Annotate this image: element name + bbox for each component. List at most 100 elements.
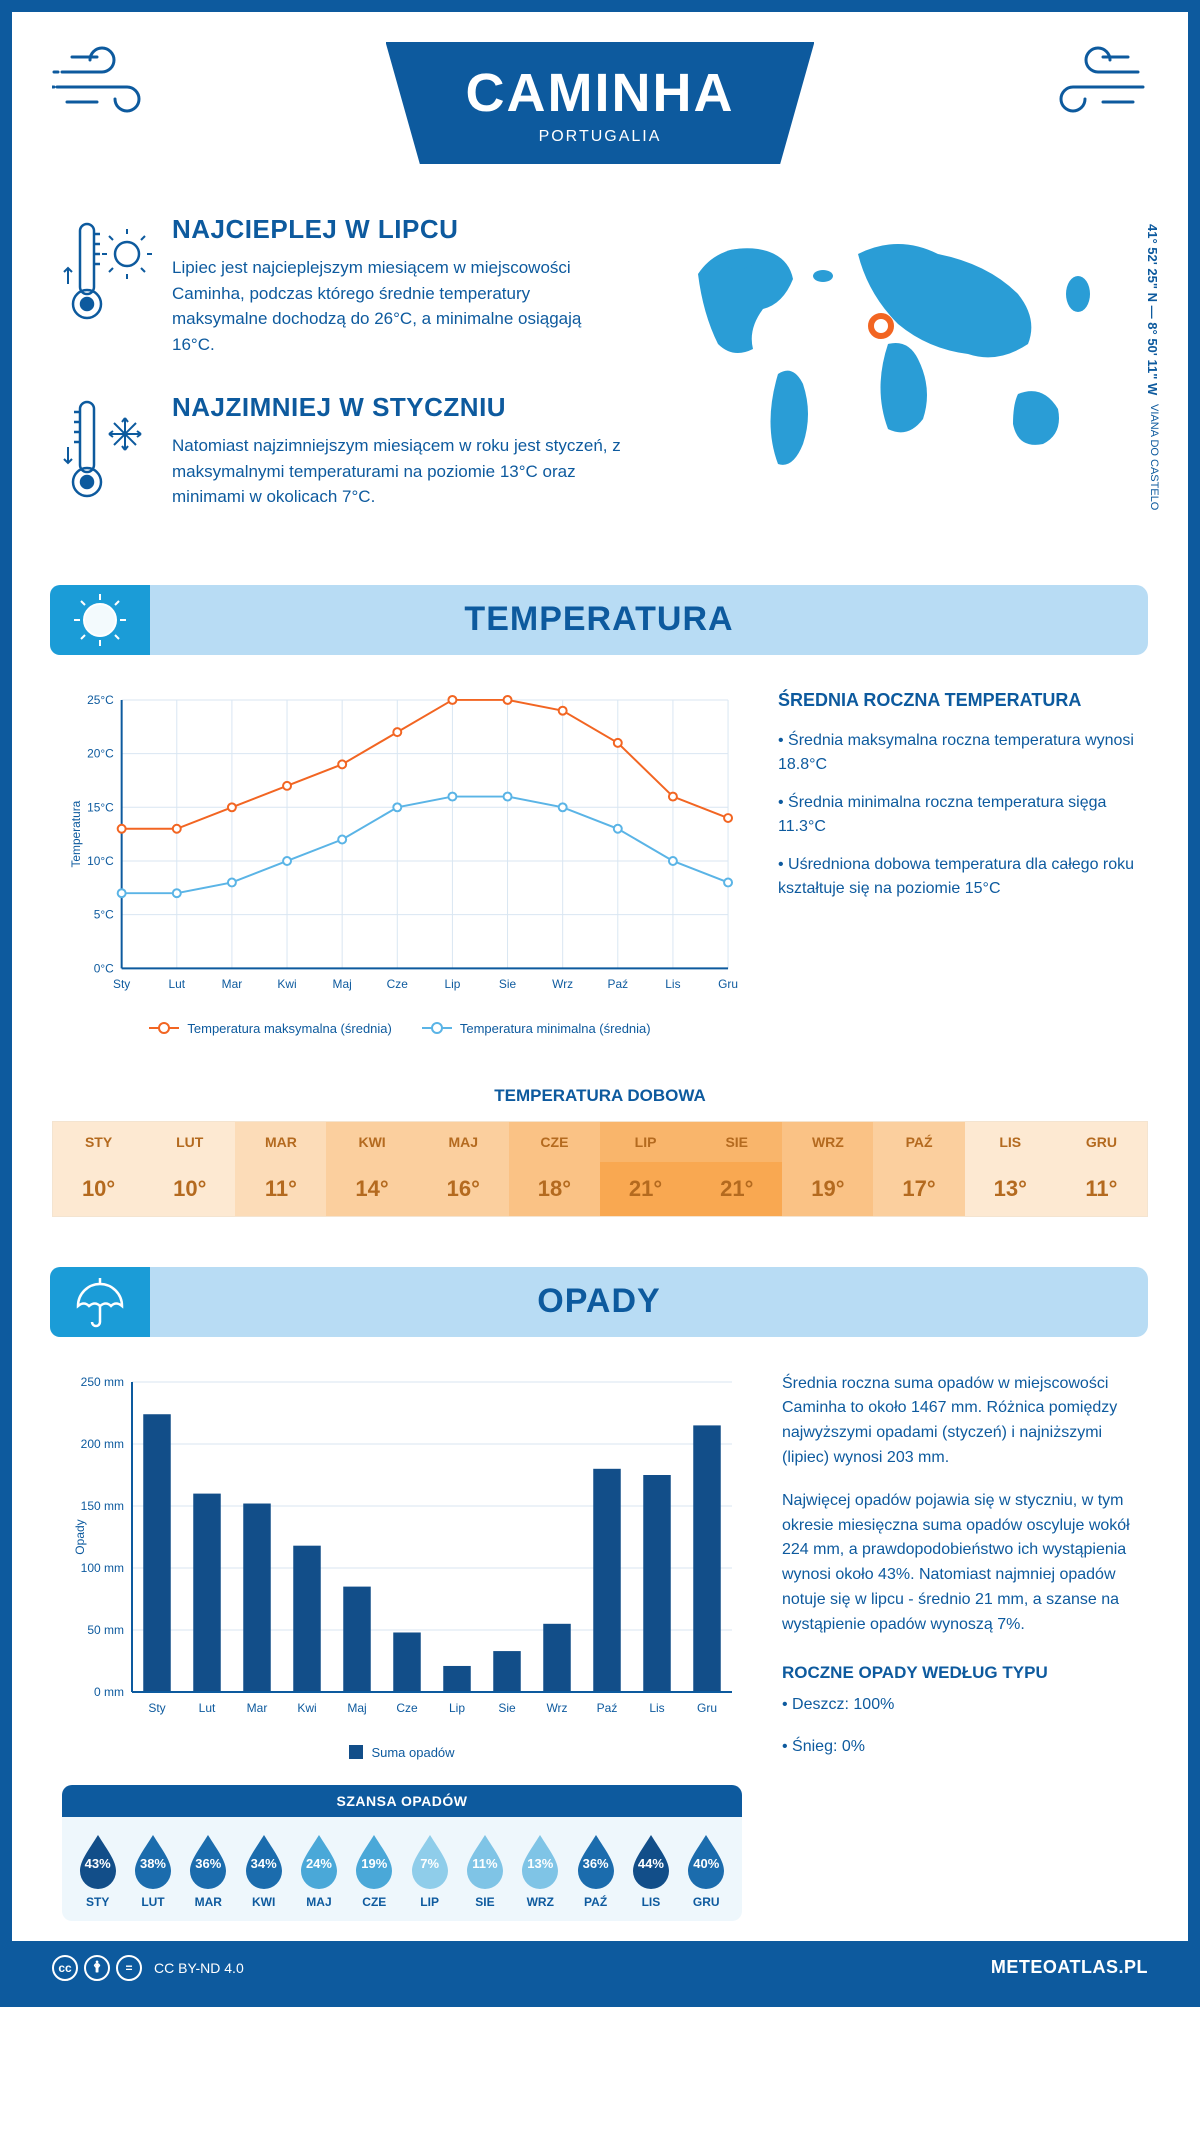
daily-temp-table: STYLUTMARKWIMAJCZELIPSIEWRZPAŹLISGRU10°1… <box>52 1121 1148 1217</box>
temp-info-point: • Średnia maksymalna roczna temperatura … <box>778 729 1138 777</box>
daily-temp-value: 19° <box>782 1162 873 1216</box>
daily-month-header: PAŹ <box>873 1122 964 1162</box>
precipitation-title: OPADY <box>50 1282 1148 1321</box>
daily-month-header: LIS <box>965 1122 1056 1162</box>
chance-title: SZANSA OPADÓW <box>62 1785 742 1817</box>
daily-month-header: MAJ <box>418 1122 509 1162</box>
chance-month: LIP <box>406 1895 454 1909</box>
svg-text:Cze: Cze <box>387 977 409 991</box>
svg-text:Opady: Opady <box>73 1519 87 1554</box>
temp-info-point: • Średnia minimalna roczna temperatura s… <box>778 791 1138 839</box>
temperature-section-header: TEMPERATURA <box>52 585 1148 655</box>
svg-text:Lut: Lut <box>168 977 185 991</box>
svg-text:20°C: 20°C <box>87 746 114 760</box>
daily-month-header: GRU <box>1056 1122 1147 1162</box>
svg-text:Lut: Lut <box>199 1701 216 1715</box>
region-name: VIANA DO CASTELO <box>1148 404 1160 510</box>
chance-month: GRU <box>682 1895 730 1909</box>
thermometer-sun-icon <box>62 214 152 357</box>
svg-text:Gru: Gru <box>718 977 738 991</box>
world-map <box>658 214 1138 494</box>
precip-info-paragraph: Średnia roczna suma opadów w miejscowośc… <box>782 1372 1138 1471</box>
footer: cc 🛉 = CC BY-ND 4.0 METEOATLAS.PL <box>12 1941 1188 1995</box>
precipitation-chart: 0 mm50 mm100 mm150 mm200 mm250 mmStyLutM… <box>62 1372 742 1732</box>
svg-text:Sty: Sty <box>113 977 130 991</box>
precip-type-title: ROCZNE OPADY WEDŁUG TYPU <box>782 1663 1138 1683</box>
svg-text:Wrz: Wrz <box>546 1701 567 1715</box>
by-icon: 🛉 <box>84 1955 110 1981</box>
wind-icon <box>1028 42 1148 127</box>
svg-text:Sie: Sie <box>498 1701 516 1715</box>
precip-legend: Suma opadów <box>371 1745 454 1760</box>
svg-text:200 mm: 200 mm <box>81 1437 124 1451</box>
hot-text: Lipiec jest najcieplejszym miesiącem w m… <box>172 255 628 357</box>
daily-temp-value: 21° <box>600 1162 691 1216</box>
legend-min: Temperatura minimalna (średnia) <box>460 1021 651 1036</box>
chance-month: STY <box>74 1895 122 1909</box>
license-text: CC BY-ND 4.0 <box>154 1960 244 1976</box>
svg-text:Mar: Mar <box>247 1701 268 1715</box>
chance-drop: 36% <box>572 1831 620 1889</box>
page-subtitle: PORTUGALIA <box>466 128 735 146</box>
svg-text:Sty: Sty <box>148 1701 165 1715</box>
svg-text:250 mm: 250 mm <box>81 1375 124 1389</box>
svg-text:5°C: 5°C <box>94 907 114 921</box>
daily-month-header: MAR <box>235 1122 326 1162</box>
svg-text:Lis: Lis <box>665 977 680 991</box>
chance-month: LUT <box>129 1895 177 1909</box>
svg-text:Lip: Lip <box>449 1701 465 1715</box>
precipitation-info: Średnia roczna suma opadów w miejscowośc… <box>782 1372 1138 1921</box>
svg-text:Paź: Paź <box>597 1701 618 1715</box>
svg-text:Temperatura: Temperatura <box>69 800 83 867</box>
daily-month-header: WRZ <box>782 1122 873 1162</box>
chance-drop: 40% <box>682 1831 730 1889</box>
title-banner: CAMINHA PORTUGALIA <box>386 42 815 164</box>
daily-month-header: CZE <box>509 1122 600 1162</box>
daily-month-header: KWI <box>326 1122 417 1162</box>
precip-info-paragraph: Najwięcej opadów pojawia się w styczniu,… <box>782 1489 1138 1638</box>
daily-temp-value: 10° <box>53 1162 144 1216</box>
cold-block: NAJZIMNIEJ W STYCZNIU Natomiast najzimni… <box>62 392 628 510</box>
coordinates: 41° 52' 25" N — 8° 50' 11" W <box>1145 224 1160 395</box>
chance-drop: 44% <box>627 1831 675 1889</box>
legend-max: Temperatura maksymalna (średnia) <box>187 1021 391 1036</box>
chance-month: SIE <box>461 1895 509 1909</box>
cold-text: Natomiast najzimniejszym miesiącem w rok… <box>172 433 628 510</box>
daily-month-header: STY <box>53 1122 144 1162</box>
precipitation-section-header: OPADY <box>52 1267 1148 1337</box>
map-column: 41° 52' 25" N — 8° 50' 11" W VIANA DO CA… <box>658 214 1138 545</box>
hot-title: NAJCIEPLEJ W LIPCU <box>172 214 628 245</box>
chance-month: MAR <box>184 1895 232 1909</box>
daily-month-header: SIE <box>691 1122 782 1162</box>
chance-drop: 34% <box>240 1831 288 1889</box>
chance-box: SZANSA OPADÓW 43%38%36%34%24%19%7%11%13%… <box>62 1785 742 1921</box>
daily-temp-value: 13° <box>965 1162 1056 1216</box>
svg-text:Gru: Gru <box>697 1701 717 1715</box>
chance-month: KWI <box>240 1895 288 1909</box>
map-marker <box>871 316 891 336</box>
chance-month: MAJ <box>295 1895 343 1909</box>
svg-text:100 mm: 100 mm <box>81 1561 124 1575</box>
footer-brand: METEOATLAS.PL <box>991 1957 1148 1978</box>
daily-temp-value: 14° <box>326 1162 417 1216</box>
daily-temp-value: 10° <box>144 1162 235 1216</box>
daily-month-header: LIP <box>600 1122 691 1162</box>
temperature-info: ŚREDNIA ROCZNA TEMPERATURA • Średnia mak… <box>778 690 1138 1036</box>
precip-type-line: • Deszcz: 100% <box>782 1693 1138 1718</box>
svg-text:Lis: Lis <box>649 1701 664 1715</box>
svg-text:15°C: 15°C <box>87 800 114 814</box>
svg-text:0°C: 0°C <box>94 961 114 975</box>
svg-text:10°C: 10°C <box>87 853 114 867</box>
svg-text:Mar: Mar <box>222 977 243 991</box>
temperature-content: 0°C5°C10°C15°C20°C25°CStyLutMarKwiMajCze… <box>12 680 1188 1066</box>
daily-temp-value: 11° <box>235 1162 326 1216</box>
footer-license: cc 🛉 = CC BY-ND 4.0 <box>52 1955 244 1981</box>
svg-text:Maj: Maj <box>347 1701 366 1715</box>
precipitation-content: 0 mm50 mm100 mm150 mm200 mm250 mmStyLutM… <box>12 1362 1188 1941</box>
svg-text:25°C: 25°C <box>87 692 114 706</box>
header: CAMINHA PORTUGALIA <box>12 12 1188 184</box>
temp-info-title: ŚREDNIA ROCZNA TEMPERATURA <box>778 690 1138 711</box>
precipitation-legend: Suma opadów <box>62 1745 742 1760</box>
sun-icon <box>50 585 150 655</box>
svg-text:Paź: Paź <box>608 977 629 991</box>
